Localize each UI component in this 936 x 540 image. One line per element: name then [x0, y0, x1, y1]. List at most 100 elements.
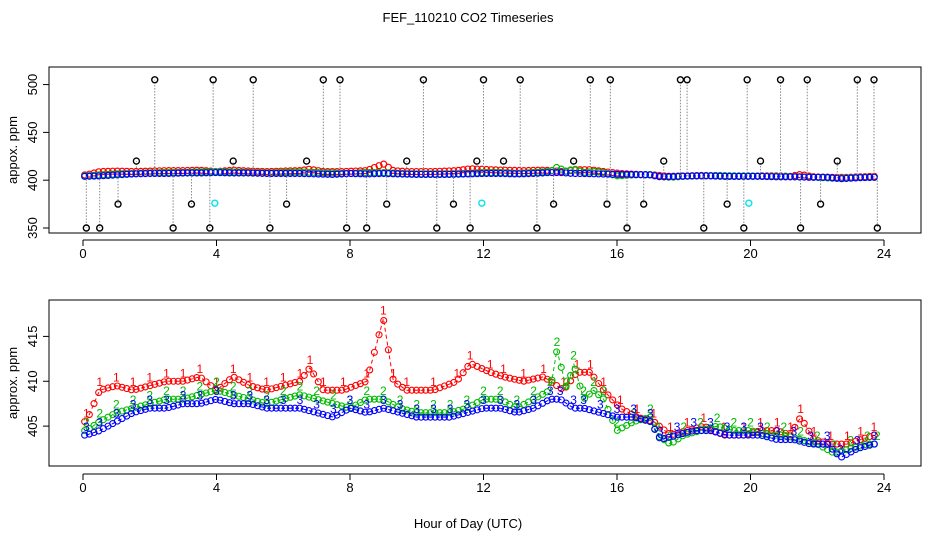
series-3-point — [693, 427, 701, 435]
series-1-point — [216, 383, 224, 391]
series-2-label: 2 — [614, 416, 621, 430]
series-1-point — [436, 384, 444, 392]
top-baseline-point — [225, 169, 234, 177]
series-2-point — [571, 365, 579, 373]
series-3-label: 3 — [480, 393, 487, 407]
series-1-point — [492, 370, 500, 378]
top-baseline-point — [763, 172, 771, 181]
top-baseline-point — [207, 169, 215, 177]
series-1-point — [553, 381, 561, 390]
series-1-point — [805, 427, 813, 435]
series-3-label: 3 — [447, 402, 454, 416]
series-3-label: 3 — [580, 393, 587, 407]
top-spike-point — [776, 76, 785, 84]
top-baseline-point — [674, 172, 682, 180]
series-3-label: 3 — [113, 407, 120, 421]
series-1-point — [244, 381, 252, 389]
series-1-point — [296, 377, 304, 385]
top-baseline-point — [300, 170, 308, 178]
series-1-point — [221, 379, 229, 388]
series-2-point — [254, 397, 262, 405]
series-1-label: 1 — [213, 375, 220, 389]
series-1-label: 1 — [340, 375, 347, 389]
series-2-point — [342, 403, 350, 411]
top-baseline-point — [758, 172, 766, 181]
series-3-point — [445, 413, 453, 421]
top-baseline-point — [487, 169, 495, 178]
series-3-point — [739, 431, 748, 439]
series-2-label: 2 — [530, 384, 537, 398]
top-baseline-point — [338, 170, 346, 178]
top-baseline-point — [866, 173, 874, 182]
series-3-label: 3 — [463, 398, 470, 412]
top-spike-point — [229, 157, 237, 165]
top-baseline-point — [749, 172, 757, 180]
series-1-point — [412, 386, 420, 394]
x-tick-label: 0 — [79, 246, 86, 261]
series-1-point — [501, 373, 509, 381]
top-baseline-point — [155, 169, 164, 178]
top-spike-point — [533, 224, 541, 232]
top-spike-point — [623, 224, 631, 232]
top-baseline-point — [366, 170, 374, 178]
series-2-label: 2 — [380, 384, 387, 398]
series-1-point — [113, 382, 121, 390]
top-baseline-point — [132, 170, 140, 178]
series-2-point — [543, 388, 551, 396]
series-3-point — [296, 404, 304, 412]
series-2-label: 2 — [781, 420, 788, 434]
top-baseline-point — [665, 173, 673, 181]
series-2-point — [852, 443, 860, 451]
series-1-label: 1 — [787, 420, 794, 434]
top-baseline-point — [646, 171, 654, 179]
series-2-point — [179, 395, 187, 403]
series-3-point — [366, 408, 374, 416]
series-3-point — [553, 395, 561, 403]
series-2-point — [90, 421, 98, 429]
top-spike-point — [342, 224, 351, 232]
series-1-label: 1 — [811, 425, 818, 439]
top-baseline-point — [711, 172, 720, 180]
series-2-point — [445, 409, 453, 417]
series-3-label: 3 — [630, 402, 637, 416]
series-1-point — [361, 378, 369, 386]
top-baseline-point — [454, 170, 463, 178]
series-2-point — [211, 386, 220, 395]
series-3-point — [870, 440, 878, 448]
top-baseline-point — [272, 169, 280, 178]
series-1-point — [95, 389, 103, 397]
series-3-point — [683, 428, 691, 436]
series-1-point — [525, 376, 533, 384]
series-2-point — [632, 417, 640, 425]
series-1-point — [249, 383, 257, 391]
top-baseline-point — [707, 172, 715, 180]
series-1-label: 1 — [587, 357, 594, 371]
series-1-label: 1 — [83, 407, 90, 421]
series-2-point — [478, 396, 486, 404]
series-3-point — [669, 432, 677, 440]
top-spike-point — [549, 200, 558, 208]
top-baseline-point — [99, 172, 107, 180]
series-1-point — [197, 374, 206, 382]
series-1-point — [193, 374, 201, 382]
top-baseline-point — [137, 170, 145, 178]
top-baseline-point — [459, 170, 467, 178]
series-1-point — [310, 370, 318, 378]
top-baseline-point — [552, 163, 561, 172]
series-3-point — [127, 410, 135, 418]
series-1-label: 1 — [403, 375, 410, 389]
series-1-label: 1 — [774, 416, 781, 430]
series-2-point — [581, 394, 589, 402]
top-baseline-point — [534, 169, 542, 177]
series-3-label: 3 — [413, 402, 420, 416]
series-3-point — [207, 397, 215, 405]
top-baseline-point — [679, 172, 687, 180]
top-baseline-point — [688, 172, 696, 180]
series-3-point — [716, 429, 724, 437]
series-1-label: 1 — [634, 402, 641, 416]
series-3-point — [707, 427, 715, 435]
series-3-label: 3 — [213, 384, 220, 398]
top-spike-point — [209, 76, 217, 84]
series-2-point — [165, 395, 173, 403]
series-3-point — [828, 445, 836, 453]
